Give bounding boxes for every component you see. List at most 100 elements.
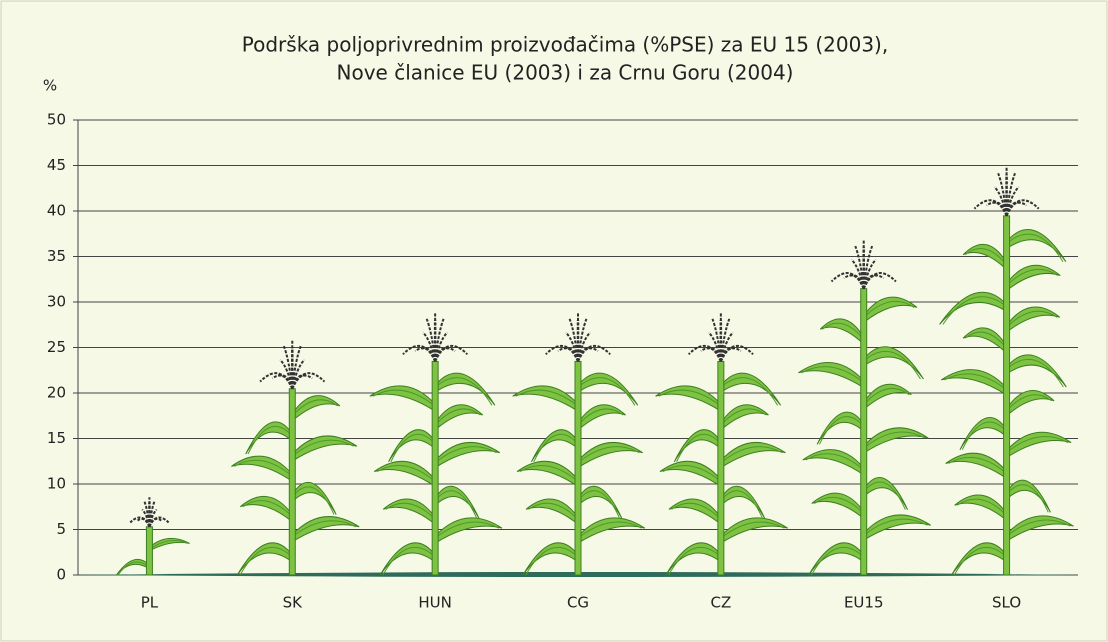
leaf-rib [1006, 233, 1064, 262]
y-axis-label: % [43, 77, 57, 95]
x-tick-label: EU15 [844, 594, 884, 612]
leaf [659, 460, 722, 488]
leaf [577, 441, 643, 469]
leaf-rib [818, 416, 865, 445]
x-tick-label: SLO [992, 594, 1021, 612]
leaf [863, 346, 924, 380]
leaf-rib [239, 546, 293, 576]
tassel-branch [719, 331, 734, 362]
tassel-branch [830, 272, 865, 290]
leaf-rib [390, 433, 436, 463]
leaf [720, 404, 769, 432]
leaf-rib [385, 502, 436, 520]
leaf-rib [1006, 310, 1058, 328]
leaf [434, 517, 503, 545]
leaf-rib [434, 377, 493, 406]
leaf-rib [720, 521, 785, 539]
leaf-rib [382, 546, 436, 576]
tassel-branch [1005, 186, 1020, 217]
leaf-rib [372, 389, 436, 407]
leaf [291, 482, 337, 515]
leaf [959, 417, 1008, 450]
leaf [798, 361, 865, 389]
tassel-branch [434, 331, 448, 362]
tassel-branch [1005, 199, 1040, 217]
leaf-rib [434, 521, 499, 539]
leaf [665, 542, 722, 576]
stalk [431, 360, 439, 576]
leaf-rib [965, 248, 1007, 265]
leaf-rib [377, 465, 436, 482]
y-tick-label: 10 [47, 475, 66, 493]
leaf-rib [525, 546, 579, 576]
leaf [388, 429, 436, 463]
leaf [720, 517, 789, 545]
leaf [512, 385, 579, 413]
tassel-branch [577, 344, 611, 362]
leaf-rib [811, 546, 865, 576]
leaf-rib [863, 350, 921, 380]
leaf [434, 372, 496, 406]
y-tick-label: 15 [47, 429, 66, 447]
leaf [577, 517, 646, 545]
leaf-rib [720, 446, 783, 464]
corn-plant [116, 497, 190, 576]
leaf [577, 404, 626, 432]
tassel-branch [402, 344, 437, 362]
stalk [717, 360, 725, 576]
leaf [808, 542, 865, 576]
stalk [288, 388, 296, 576]
leaf-rib [247, 426, 293, 455]
leaf-rib [1006, 268, 1058, 286]
leaf-rib [577, 377, 636, 406]
leaf [1006, 354, 1067, 388]
leaf [945, 452, 1008, 480]
tassel-branch [577, 331, 591, 362]
leaf [291, 516, 360, 543]
leaf-rib [956, 498, 1007, 516]
leaf-rib [1006, 519, 1071, 537]
corn-plant [231, 339, 360, 576]
leaf-rib [1006, 436, 1069, 453]
leaf-rib [234, 459, 293, 477]
leaf [819, 318, 865, 346]
leaf-rib [515, 389, 579, 407]
leaf-rib [519, 465, 579, 482]
tassel-branch [148, 516, 170, 528]
leaf [1006, 479, 1051, 513]
y-tick-label: 40 [47, 202, 66, 220]
leaf-rib [528, 502, 579, 520]
x-tick-label: SK [283, 594, 304, 612]
tassel-branch [545, 344, 579, 362]
leaf [291, 435, 358, 463]
leaf-rib [1006, 394, 1053, 412]
leaf-rib [434, 408, 481, 426]
leaf [1006, 515, 1074, 543]
y-tick-label: 30 [47, 293, 66, 311]
leaf [245, 421, 293, 455]
leaf [802, 449, 865, 476]
leaf-rib [801, 366, 865, 384]
leaf-rib [961, 421, 1007, 450]
leaf-rib [242, 500, 293, 518]
tassel-branch [291, 359, 306, 389]
leaf [1006, 229, 1067, 263]
leaf [962, 327, 1008, 355]
leaf [863, 477, 909, 510]
leaf [962, 243, 1008, 271]
leaf-rib [863, 300, 915, 318]
tassel-branch [708, 331, 722, 362]
leaf-rib [953, 546, 1007, 576]
tassel-branch [422, 331, 437, 362]
leaf [940, 369, 1008, 396]
y-tick-label: 20 [47, 384, 66, 402]
corn-plant [369, 311, 503, 576]
leaf-rib [291, 439, 354, 457]
tassel-branch [291, 372, 326, 390]
leaf [954, 494, 1008, 522]
x-tick-label: PL [141, 594, 159, 612]
leaf [231, 455, 293, 483]
leaf [525, 498, 579, 526]
leaf [863, 514, 931, 542]
